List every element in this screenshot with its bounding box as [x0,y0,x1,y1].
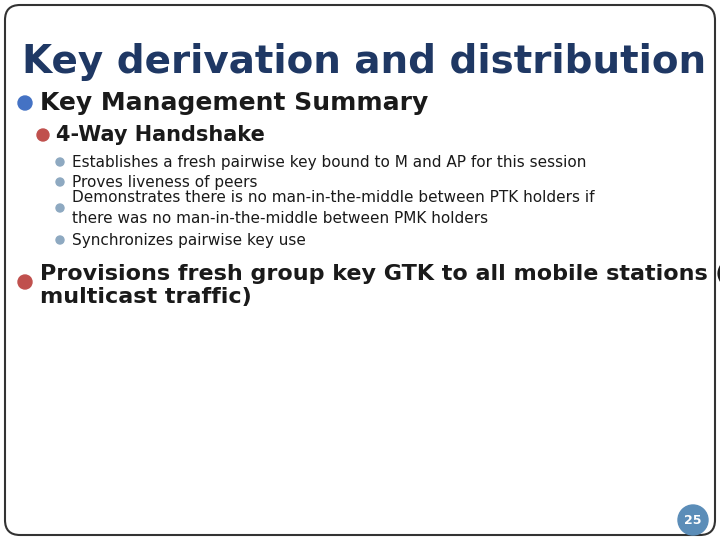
Circle shape [18,275,32,289]
Text: Proves liveness of peers: Proves liveness of peers [72,174,258,190]
Text: 25: 25 [684,514,702,526]
Text: multicast traffic): multicast traffic) [40,287,252,307]
Text: Establishes a fresh pairwise key bound to M and AP for this session: Establishes a fresh pairwise key bound t… [72,154,586,170]
Text: Key Management Summary: Key Management Summary [40,91,428,115]
Text: 4-Way Handshake: 4-Way Handshake [56,125,265,145]
Circle shape [56,204,64,212]
Circle shape [18,96,32,110]
Text: Key derivation and distribution (3: Key derivation and distribution (3 [22,43,720,81]
Text: Demonstrates there is no man-in-the-middle between PTK holders if
there was no m: Demonstrates there is no man-in-the-midd… [72,190,595,226]
Circle shape [56,178,64,186]
FancyBboxPatch shape [5,5,715,535]
Circle shape [678,505,708,535]
Text: Synchronizes pairwise key use: Synchronizes pairwise key use [72,233,306,247]
Text: Provisions fresh group key GTK to all mobile stations (for: Provisions fresh group key GTK to all mo… [40,264,720,284]
Circle shape [56,236,64,244]
Circle shape [37,129,49,141]
Circle shape [56,158,64,166]
